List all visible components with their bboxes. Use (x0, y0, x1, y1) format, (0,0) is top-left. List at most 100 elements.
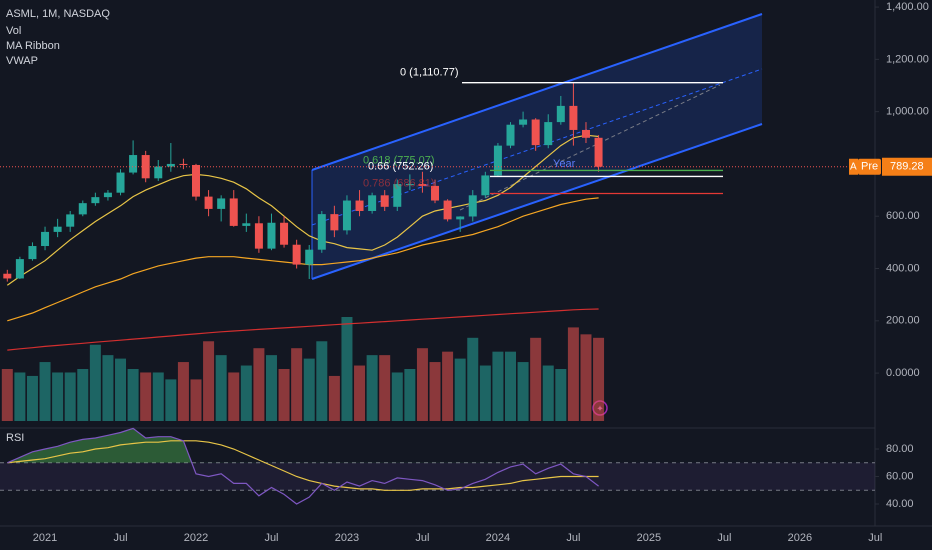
candle-body (217, 198, 226, 209)
candle-body (179, 163, 188, 165)
badge (858, 158, 881, 175)
candle-body (519, 119, 528, 125)
volume-bar (190, 379, 202, 421)
volume-bar (52, 372, 64, 421)
candle-body (292, 244, 301, 265)
x-tick-label: Jul (264, 532, 278, 544)
volume-bar (89, 344, 101, 421)
candle-body (393, 184, 402, 207)
candle-body (41, 231, 50, 247)
fib-label: 0.786 (686.81) (363, 177, 435, 189)
candle-body (204, 196, 213, 209)
volume-bar (14, 372, 26, 421)
candle-body (166, 163, 175, 167)
candle-body (418, 184, 427, 186)
candle-body (556, 105, 565, 123)
parallel-channel (311, 13, 763, 280)
channel-bottom (311, 123, 763, 280)
y-tick-label: 600.00 (886, 210, 920, 222)
volume-bar (253, 348, 265, 421)
rsi-title: RSI (6, 432, 24, 444)
y-tick-label: 1,000.00 (886, 106, 929, 118)
x-tick-label: Jul (868, 532, 882, 544)
annotation: Year (553, 158, 576, 170)
candle-body (317, 214, 326, 250)
candle-body (15, 259, 24, 279)
volume-bar (203, 341, 215, 421)
symbol-badge: A (850, 161, 857, 172)
candle-body (78, 203, 87, 215)
volume-bar (152, 372, 164, 421)
x-tick-label: Jul (717, 532, 731, 544)
volume-bar (517, 362, 529, 421)
candle-body (242, 223, 251, 226)
candle-body (569, 105, 578, 130)
moving-average (7, 308, 599, 351)
x-tick-label: 2023 (335, 532, 359, 544)
x-tick-label: Jul (415, 532, 429, 544)
volume-bar (127, 369, 139, 421)
last-price: 789.28 (890, 161, 924, 173)
rsi-line (7, 427, 599, 505)
volume-bar (555, 369, 567, 421)
x-tick-label: Jul (566, 532, 580, 544)
indicator: MA Ribbon (6, 40, 60, 52)
volume-bar (567, 327, 579, 421)
candle-body (280, 222, 289, 245)
volume-bar (77, 369, 89, 421)
indicator: VWAP (6, 55, 38, 67)
volume-bar (278, 369, 290, 421)
candle-body (355, 200, 364, 211)
y-tick-label: 200.00 (886, 315, 920, 327)
candle-body (116, 172, 125, 193)
volume-bar (291, 348, 303, 421)
moving-average (7, 197, 599, 322)
badge (849, 158, 858, 175)
candle-body (544, 122, 553, 146)
y-tick-label: 400.00 (886, 262, 920, 274)
candle-body (28, 246, 37, 260)
candle-body (254, 223, 263, 249)
volume-bar (265, 355, 277, 421)
x-tick-label: Jul (113, 532, 127, 544)
volume-bar (530, 337, 542, 421)
candle-body (594, 137, 603, 167)
volume-bar (354, 365, 366, 421)
session-label: Pre (861, 161, 878, 173)
candle-body (229, 198, 238, 226)
y-tick-label: 60.00 (886, 470, 914, 482)
candle-body (380, 195, 389, 207)
candle-body (330, 214, 339, 231)
volume-bar (442, 351, 454, 421)
symbol: ASML, 1M, NASDAQ (6, 8, 110, 20)
badge (882, 157, 932, 176)
volume-bar (26, 375, 38, 421)
indicator: Vol (6, 25, 21, 37)
y-tick-label: 40.00 (886, 498, 914, 510)
candle-body (493, 145, 502, 176)
volume-bar (215, 355, 227, 421)
volume-bar (593, 337, 605, 421)
candle-body (66, 214, 75, 227)
candle-body (141, 155, 150, 179)
candle-body (368, 195, 377, 211)
fib-label: 0.618 (775.07) (363, 154, 435, 166)
volume-bar (102, 355, 114, 421)
volume-bar (177, 362, 189, 421)
volume-bar (1, 369, 13, 421)
candle-body (405, 184, 414, 186)
volume-bar (303, 358, 315, 421)
y-tick-label: 80.00 (886, 443, 914, 455)
volume-bar (454, 358, 466, 421)
volume-bar (467, 337, 479, 421)
candle-body (431, 185, 440, 201)
volume-bar (505, 351, 516, 421)
candle-body (305, 249, 314, 265)
trend-dash (459, 84, 721, 211)
candle-body (192, 164, 200, 197)
x-tick-label: 2025 (637, 532, 661, 544)
volume-bar (429, 362, 441, 421)
volume-bar (328, 375, 340, 421)
